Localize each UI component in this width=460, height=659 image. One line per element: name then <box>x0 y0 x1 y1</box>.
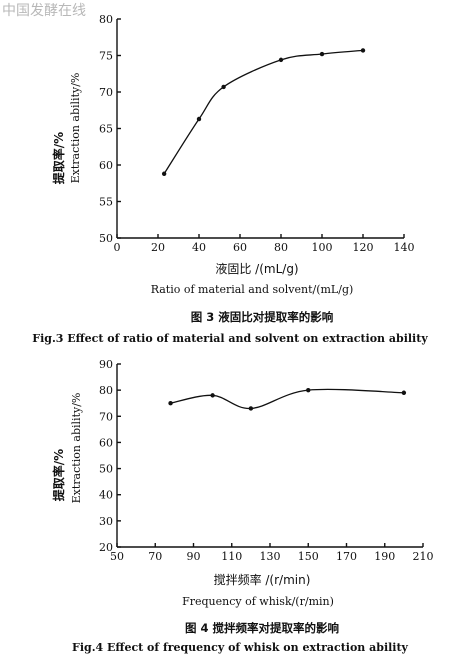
x-tick-label: 110 <box>221 550 242 563</box>
chart1-axes <box>116 19 404 239</box>
chart2-x-ticks: 50 70 90 110 130 150 170 190 210 <box>110 543 434 563</box>
y-tick-label: 80 <box>99 13 113 26</box>
y-tick-label: 80 <box>99 384 113 397</box>
x-tick-label: 20 <box>151 241 165 254</box>
y-tick-label: 60 <box>99 436 113 449</box>
chart2-y-ticks: 20 30 40 50 60 70 80 90 <box>99 358 121 554</box>
y-tick-label: 50 <box>99 463 113 476</box>
x-tick-label: 170 <box>336 550 357 563</box>
data-point <box>278 57 284 63</box>
x-tick-label: 50 <box>110 550 124 563</box>
x-tick-label: 140 <box>394 241 415 254</box>
data-point <box>210 393 215 398</box>
x-tick-label: 100 <box>312 241 333 254</box>
chart1-caption-cn: 图 3 液固比对提取率的影响 <box>191 310 334 324</box>
chart1-x-label-cn: 液固比 /(mL/g) <box>215 261 298 276</box>
data-point <box>248 406 254 411</box>
chart1-points <box>161 48 366 176</box>
chart2-caption-cn: 图 4 搅拌频率对提取率的影响 <box>185 621 339 635</box>
x-tick-label: 70 <box>148 550 162 563</box>
chart1-y-label-cn: 提取率/% <box>51 132 66 184</box>
x-tick-label: 210 <box>413 550 434 563</box>
data-point <box>401 390 407 395</box>
chart1-series-line <box>163 49 364 175</box>
y-tick-label: 20 <box>99 541 113 554</box>
y-tick-label: 55 <box>99 196 113 209</box>
x-tick-label: 40 <box>192 241 206 254</box>
y-tick-label: 65 <box>99 123 113 136</box>
x-tick-label: 90 <box>187 550 201 563</box>
y-tick-label: 70 <box>99 410 113 423</box>
data-point <box>168 401 173 406</box>
data-point <box>319 51 325 57</box>
x-tick-label: 150 <box>298 550 319 563</box>
data-point <box>360 48 366 53</box>
y-tick-label: 75 <box>99 50 113 63</box>
chart2-points <box>168 387 407 411</box>
data-point <box>161 171 167 176</box>
x-tick-label: 0 <box>114 241 121 254</box>
chart1-caption-en: Fig.3 Effect of ratio of material and so… <box>32 332 428 345</box>
y-tick-label: 60 <box>99 159 113 172</box>
chart1-x-ticks: 0 20 40 60 80 100 120 140 <box>114 234 415 254</box>
x-tick-label: 80 <box>274 241 288 254</box>
x-tick-label: 120 <box>353 241 374 254</box>
chart2-series-line <box>170 388 404 410</box>
chart2-x-label-en: Frequency of whisk/(r/min) <box>182 595 334 608</box>
chart2-caption-en: Fig.4 Effect of frequency of whisk on ex… <box>72 641 409 654</box>
y-tick-label: 70 <box>99 86 113 99</box>
watermark-text: 中国发酵在线 <box>2 3 86 19</box>
y-tick-label: 40 <box>99 489 113 502</box>
y-tick-label: 50 <box>99 232 113 245</box>
data-point <box>196 116 202 122</box>
chart-frequency-of-whisk: 50 70 90 110 130 150 170 190 210 20 30 40 50 60 70 80 9… <box>51 358 434 654</box>
chart1-y-label-en: Extraction ability/% <box>69 73 82 184</box>
chart1-x-label-en: Ratio of material and solvent/(mL/g) <box>151 283 354 296</box>
y-tick-label: 90 <box>99 358 113 371</box>
x-tick-label: 190 <box>374 550 395 563</box>
chart1-y-ticks: 50 55 60 65 70 75 80 <box>99 13 121 245</box>
chart2-x-label-cn: 搅拌频率 /(r/min) <box>214 572 311 587</box>
x-tick-label: 130 <box>260 550 281 563</box>
chart2-y-label-cn: 提取率/% <box>51 449 66 501</box>
data-point <box>306 387 311 393</box>
data-point <box>221 84 226 90</box>
x-tick-label: 60 <box>233 241 247 254</box>
chart2-y-label-en: Extraction ability/% <box>70 393 83 504</box>
y-tick-label: 30 <box>99 515 113 528</box>
